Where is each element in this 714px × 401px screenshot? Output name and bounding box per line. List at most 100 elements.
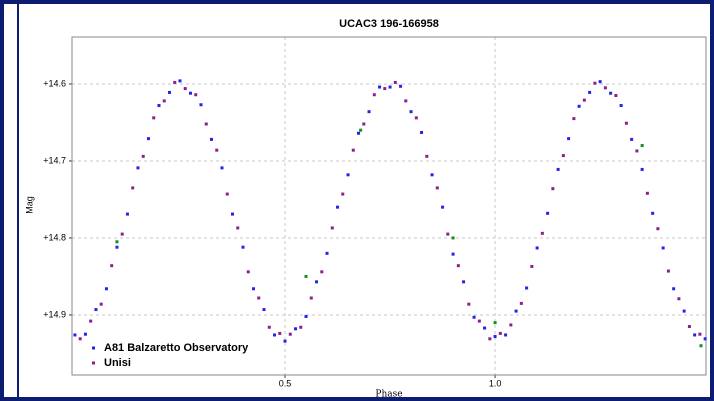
data-point: [257, 296, 261, 300]
data-point: [393, 80, 397, 84]
legend-label: Unisi: [104, 357, 131, 369]
data-point: [241, 245, 245, 249]
data-point: [309, 296, 313, 300]
data-point: [104, 287, 108, 291]
data-point: [162, 99, 166, 103]
data-point: [183, 87, 187, 91]
data-point: [509, 323, 513, 327]
data-point: [383, 87, 387, 91]
data-point: [414, 116, 418, 120]
x-axis-label: Phase: [375, 390, 402, 400]
data-point: [582, 98, 586, 102]
data-point: [188, 91, 192, 95]
data-point: [614, 94, 618, 98]
data-point: [477, 319, 481, 323]
y-tick-label: +14.9: [43, 309, 66, 319]
data-point: [451, 252, 455, 256]
data-point: [635, 149, 639, 153]
data-point: [199, 103, 203, 107]
data-point: [540, 231, 544, 235]
data-point: [441, 205, 445, 209]
data-point: [514, 309, 518, 313]
data-point: [120, 232, 124, 236]
data-point: [530, 264, 534, 268]
data-point: [325, 251, 329, 255]
data-point: [535, 246, 539, 250]
data-point: [225, 192, 229, 196]
data-point: [504, 333, 508, 337]
data-point: [136, 166, 140, 170]
data-point: [131, 186, 135, 190]
y-axis-label: Mag: [24, 196, 34, 214]
data-point: [278, 331, 282, 335]
data-point: [73, 333, 77, 337]
data-point: [273, 333, 277, 337]
legend-marker: [92, 361, 95, 365]
data-point: [672, 287, 676, 291]
data-point: [341, 192, 345, 196]
data-point: [220, 166, 224, 170]
data-point: [283, 339, 287, 343]
data-point: [146, 137, 150, 141]
data-point: [593, 81, 597, 85]
data-point: [493, 335, 497, 339]
data-point: [677, 297, 681, 301]
data-point: [462, 280, 466, 284]
data-point: [110, 264, 114, 268]
data-point: [483, 326, 487, 330]
data-point: [294, 327, 298, 331]
data-point: [703, 337, 707, 341]
data-point: [125, 212, 129, 216]
legend-label: A81 Balzaretto Observatory: [104, 342, 249, 354]
data-point: [577, 104, 581, 108]
data-point: [546, 211, 550, 215]
data-point: [288, 332, 292, 336]
data-point: [556, 167, 560, 171]
data-point: [357, 131, 361, 135]
data-point: [409, 110, 413, 114]
data-point: [603, 86, 607, 90]
data-point: [304, 274, 308, 278]
data-point: [320, 270, 324, 274]
data-point: [399, 84, 403, 88]
data-point: [204, 122, 208, 126]
data-point: [246, 270, 250, 274]
plot-area: [71, 36, 707, 376]
data-point: [598, 80, 602, 84]
x-tick-label: 1.0: [489, 378, 502, 388]
data-point: [299, 325, 303, 329]
data-point: [698, 332, 702, 336]
data-point: [336, 205, 340, 209]
data-point: [94, 308, 98, 312]
data-point: [367, 110, 371, 114]
data-point: [372, 93, 376, 97]
data-point: [551, 187, 555, 191]
data-point: [572, 117, 576, 121]
data-point: [446, 232, 450, 236]
data-point: [262, 308, 266, 312]
data-point: [152, 116, 156, 120]
data-point: [83, 332, 87, 336]
data-point: [519, 301, 523, 305]
data-point: [451, 236, 455, 240]
data-point: [420, 130, 424, 134]
data-point: [215, 148, 219, 152]
data-point: [624, 121, 628, 125]
data-point: [561, 154, 565, 158]
data-point: [651, 211, 655, 215]
data-point: [498, 331, 502, 335]
x-tick-label: 0.5: [279, 378, 292, 388]
data-point: [640, 167, 644, 171]
data-point: [404, 99, 408, 103]
data-point: [388, 85, 392, 89]
data-point: [173, 80, 177, 84]
data-point: [99, 302, 103, 306]
legend-marker: [92, 346, 95, 350]
data-point: [666, 269, 670, 273]
data-point: [588, 90, 592, 94]
data-point: [609, 91, 613, 95]
y-tick-label: +14.7: [43, 155, 66, 165]
data-point: [194, 93, 198, 97]
